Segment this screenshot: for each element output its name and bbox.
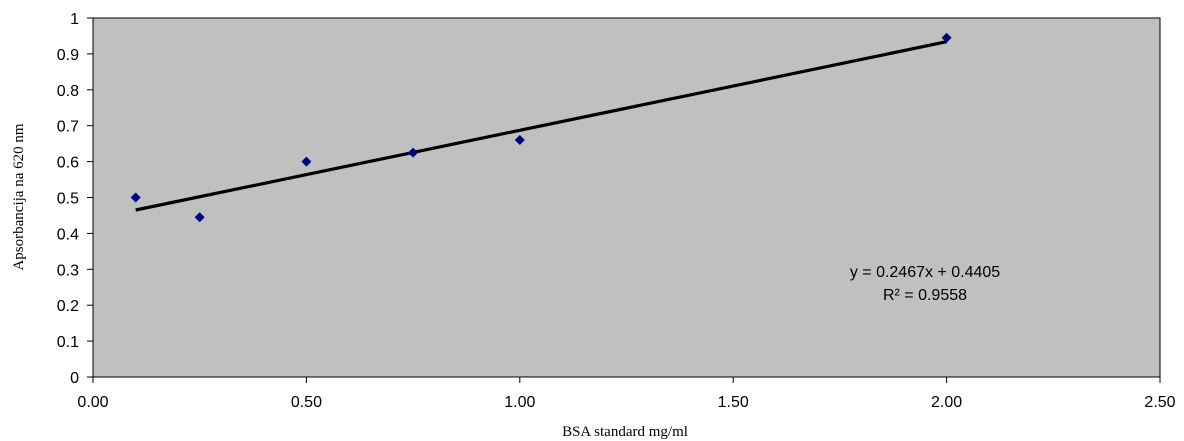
x-axis: 0.00 0.50 1.00 1.50 2.00 2.50 <box>77 377 1176 411</box>
plot-area <box>92 17 1161 378</box>
data-point <box>408 147 419 158</box>
y-tick-label: 0 <box>70 370 79 387</box>
x-axis-title: BSA standard mg/ml <box>562 424 688 440</box>
y-tick-label: 0.7 <box>57 119 79 136</box>
y-axis: 0 0.1 0.2 0.3 0.4 0.5 0.6 0.7 0.8 0.9 1 <box>57 11 93 387</box>
y-tick-label: 1 <box>70 11 79 28</box>
y-tick-label: 0.8 <box>57 83 79 100</box>
x-tick-label: 0.50 <box>291 394 322 411</box>
x-tick-label: 1.50 <box>718 394 749 411</box>
data-points <box>130 32 952 223</box>
y-tick-label: 0.5 <box>57 191 79 208</box>
data-point <box>194 212 205 223</box>
y-tick-label: 0.2 <box>57 298 79 315</box>
data-point <box>514 135 525 146</box>
y-tick-label: 0.6 <box>57 155 79 172</box>
trendline-equation: y = 0.2467x + 0.4405 <box>850 264 1000 281</box>
x-tick-label: 0.00 <box>77 394 108 411</box>
r-squared-label: R² = 0.9558 <box>883 287 967 304</box>
data-point <box>301 156 312 167</box>
x-tick-label: 2.00 <box>931 394 962 411</box>
y-axis-title: Apsorbancija na 620 nm <box>11 123 27 270</box>
x-tick-label: 2.50 <box>1144 394 1175 411</box>
y-tick-label: 0.3 <box>57 262 79 279</box>
data-point <box>130 192 141 203</box>
y-tick-label: 0.1 <box>57 334 79 351</box>
trendline <box>135 40 947 212</box>
y-tick-label: 0.4 <box>57 226 79 243</box>
x-tick-label: 1.00 <box>504 394 535 411</box>
data-point <box>941 32 952 43</box>
y-tick-label: 0.9 <box>57 47 79 64</box>
